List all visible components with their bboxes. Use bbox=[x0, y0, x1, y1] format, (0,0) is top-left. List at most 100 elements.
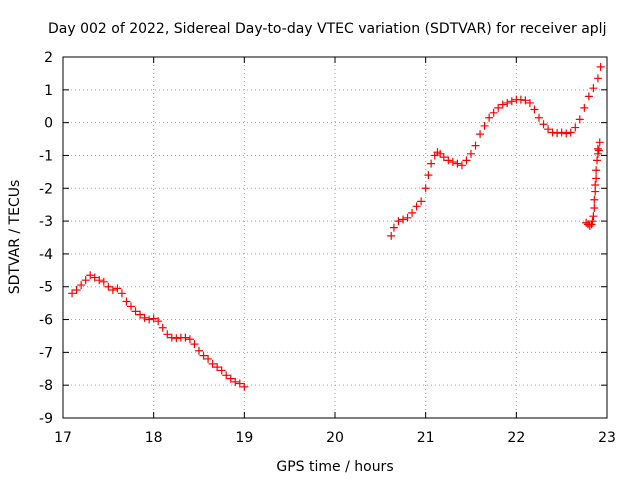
data-point bbox=[580, 103, 589, 112]
data-point bbox=[222, 371, 231, 380]
data-point bbox=[421, 184, 430, 193]
data-point bbox=[417, 197, 426, 206]
data-point bbox=[217, 366, 226, 375]
y-tick-label: 1 bbox=[44, 83, 53, 99]
data-point bbox=[136, 310, 145, 319]
data-point bbox=[476, 130, 485, 139]
data-point bbox=[387, 231, 396, 240]
data-point bbox=[521, 96, 530, 105]
data-point bbox=[457, 161, 466, 170]
data-point bbox=[199, 351, 208, 360]
data-point bbox=[108, 286, 117, 295]
data-point bbox=[68, 289, 77, 298]
data-point bbox=[562, 129, 571, 138]
y-tick-label: -8 bbox=[39, 378, 53, 394]
data-point bbox=[592, 166, 601, 175]
data-point bbox=[584, 92, 593, 101]
grid bbox=[63, 57, 607, 418]
data-point bbox=[539, 120, 548, 129]
data-point bbox=[593, 74, 602, 83]
data-point bbox=[190, 340, 199, 349]
data-point bbox=[95, 276, 104, 285]
data-point bbox=[485, 113, 494, 122]
y-tick-label: 2 bbox=[44, 50, 53, 66]
data-point bbox=[582, 218, 591, 227]
data-point bbox=[589, 212, 598, 221]
data-point bbox=[444, 156, 453, 165]
x-tick-label: 19 bbox=[235, 430, 253, 446]
data-point bbox=[99, 277, 108, 286]
data-point bbox=[535, 113, 543, 122]
data-point bbox=[553, 129, 562, 138]
data-point bbox=[453, 159, 462, 168]
data-point bbox=[590, 195, 599, 204]
data-point bbox=[117, 289, 126, 298]
chart-title: Day 002 of 2022, Sidereal Day-to-day VTE… bbox=[48, 21, 606, 37]
data-point bbox=[592, 174, 601, 183]
data-point bbox=[480, 121, 489, 130]
x-tick-label: 21 bbox=[417, 430, 435, 446]
data-point bbox=[436, 149, 445, 158]
axis-ticks bbox=[62, 56, 608, 419]
data-point bbox=[90, 273, 99, 282]
data-point bbox=[467, 149, 475, 158]
data-point bbox=[566, 128, 575, 137]
data-point bbox=[394, 217, 403, 226]
data-point bbox=[226, 374, 235, 383]
y-tick-label: 0 bbox=[44, 116, 53, 132]
data-point bbox=[104, 282, 113, 291]
data-point bbox=[204, 354, 213, 363]
y-tick-label: -5 bbox=[39, 280, 53, 296]
y-axis-label: SDTVAR / TECUs bbox=[7, 180, 23, 295]
data-point bbox=[498, 100, 507, 109]
data-point bbox=[127, 302, 135, 311]
data-point bbox=[181, 333, 190, 342]
data-point bbox=[516, 95, 525, 104]
data-point bbox=[163, 330, 172, 339]
y-tick-label: -4 bbox=[39, 247, 53, 263]
data-point bbox=[86, 271, 95, 280]
data-point bbox=[593, 156, 602, 165]
data-point bbox=[544, 125, 553, 134]
data-point bbox=[231, 377, 240, 386]
x-tick-label: 23 bbox=[598, 430, 616, 446]
data-point bbox=[595, 138, 604, 147]
data-point bbox=[72, 286, 81, 295]
data-point bbox=[590, 203, 599, 212]
data-point bbox=[591, 180, 600, 189]
y-tick-label: -1 bbox=[39, 148, 53, 164]
data-point bbox=[389, 223, 398, 232]
tick-labels: 17 18 19 20 21 22 23 -9 -8 -7 -6 -5 -4 -3 -2 -1 0 1 2 bbox=[39, 50, 616, 446]
y-tick-label: -9 bbox=[39, 411, 53, 427]
data-point bbox=[530, 105, 539, 114]
x-axis-label: GPS time / hours bbox=[276, 459, 393, 475]
data-point bbox=[399, 215, 407, 224]
data-point bbox=[594, 146, 603, 155]
data-point bbox=[81, 276, 90, 285]
data-point bbox=[596, 62, 605, 71]
data-point bbox=[462, 156, 471, 165]
data-point bbox=[507, 97, 516, 106]
data-point bbox=[557, 128, 566, 137]
data-point bbox=[154, 317, 163, 326]
y-tick-label: -7 bbox=[39, 345, 53, 361]
data-point bbox=[525, 98, 534, 107]
data-point bbox=[439, 153, 448, 162]
data-point bbox=[240, 382, 249, 391]
data-point bbox=[77, 281, 86, 290]
data-points bbox=[68, 62, 605, 391]
data-point bbox=[575, 115, 584, 124]
data-point bbox=[195, 346, 203, 355]
x-tick-label: 20 bbox=[326, 430, 344, 446]
data-point bbox=[588, 217, 597, 226]
data-point bbox=[158, 323, 167, 332]
data-point bbox=[448, 158, 457, 167]
data-point bbox=[589, 84, 598, 93]
data-point bbox=[408, 208, 417, 217]
data-point bbox=[131, 307, 140, 316]
data-point bbox=[494, 103, 503, 112]
data-point bbox=[149, 314, 158, 323]
data-point bbox=[167, 333, 176, 342]
data-point bbox=[587, 220, 596, 229]
